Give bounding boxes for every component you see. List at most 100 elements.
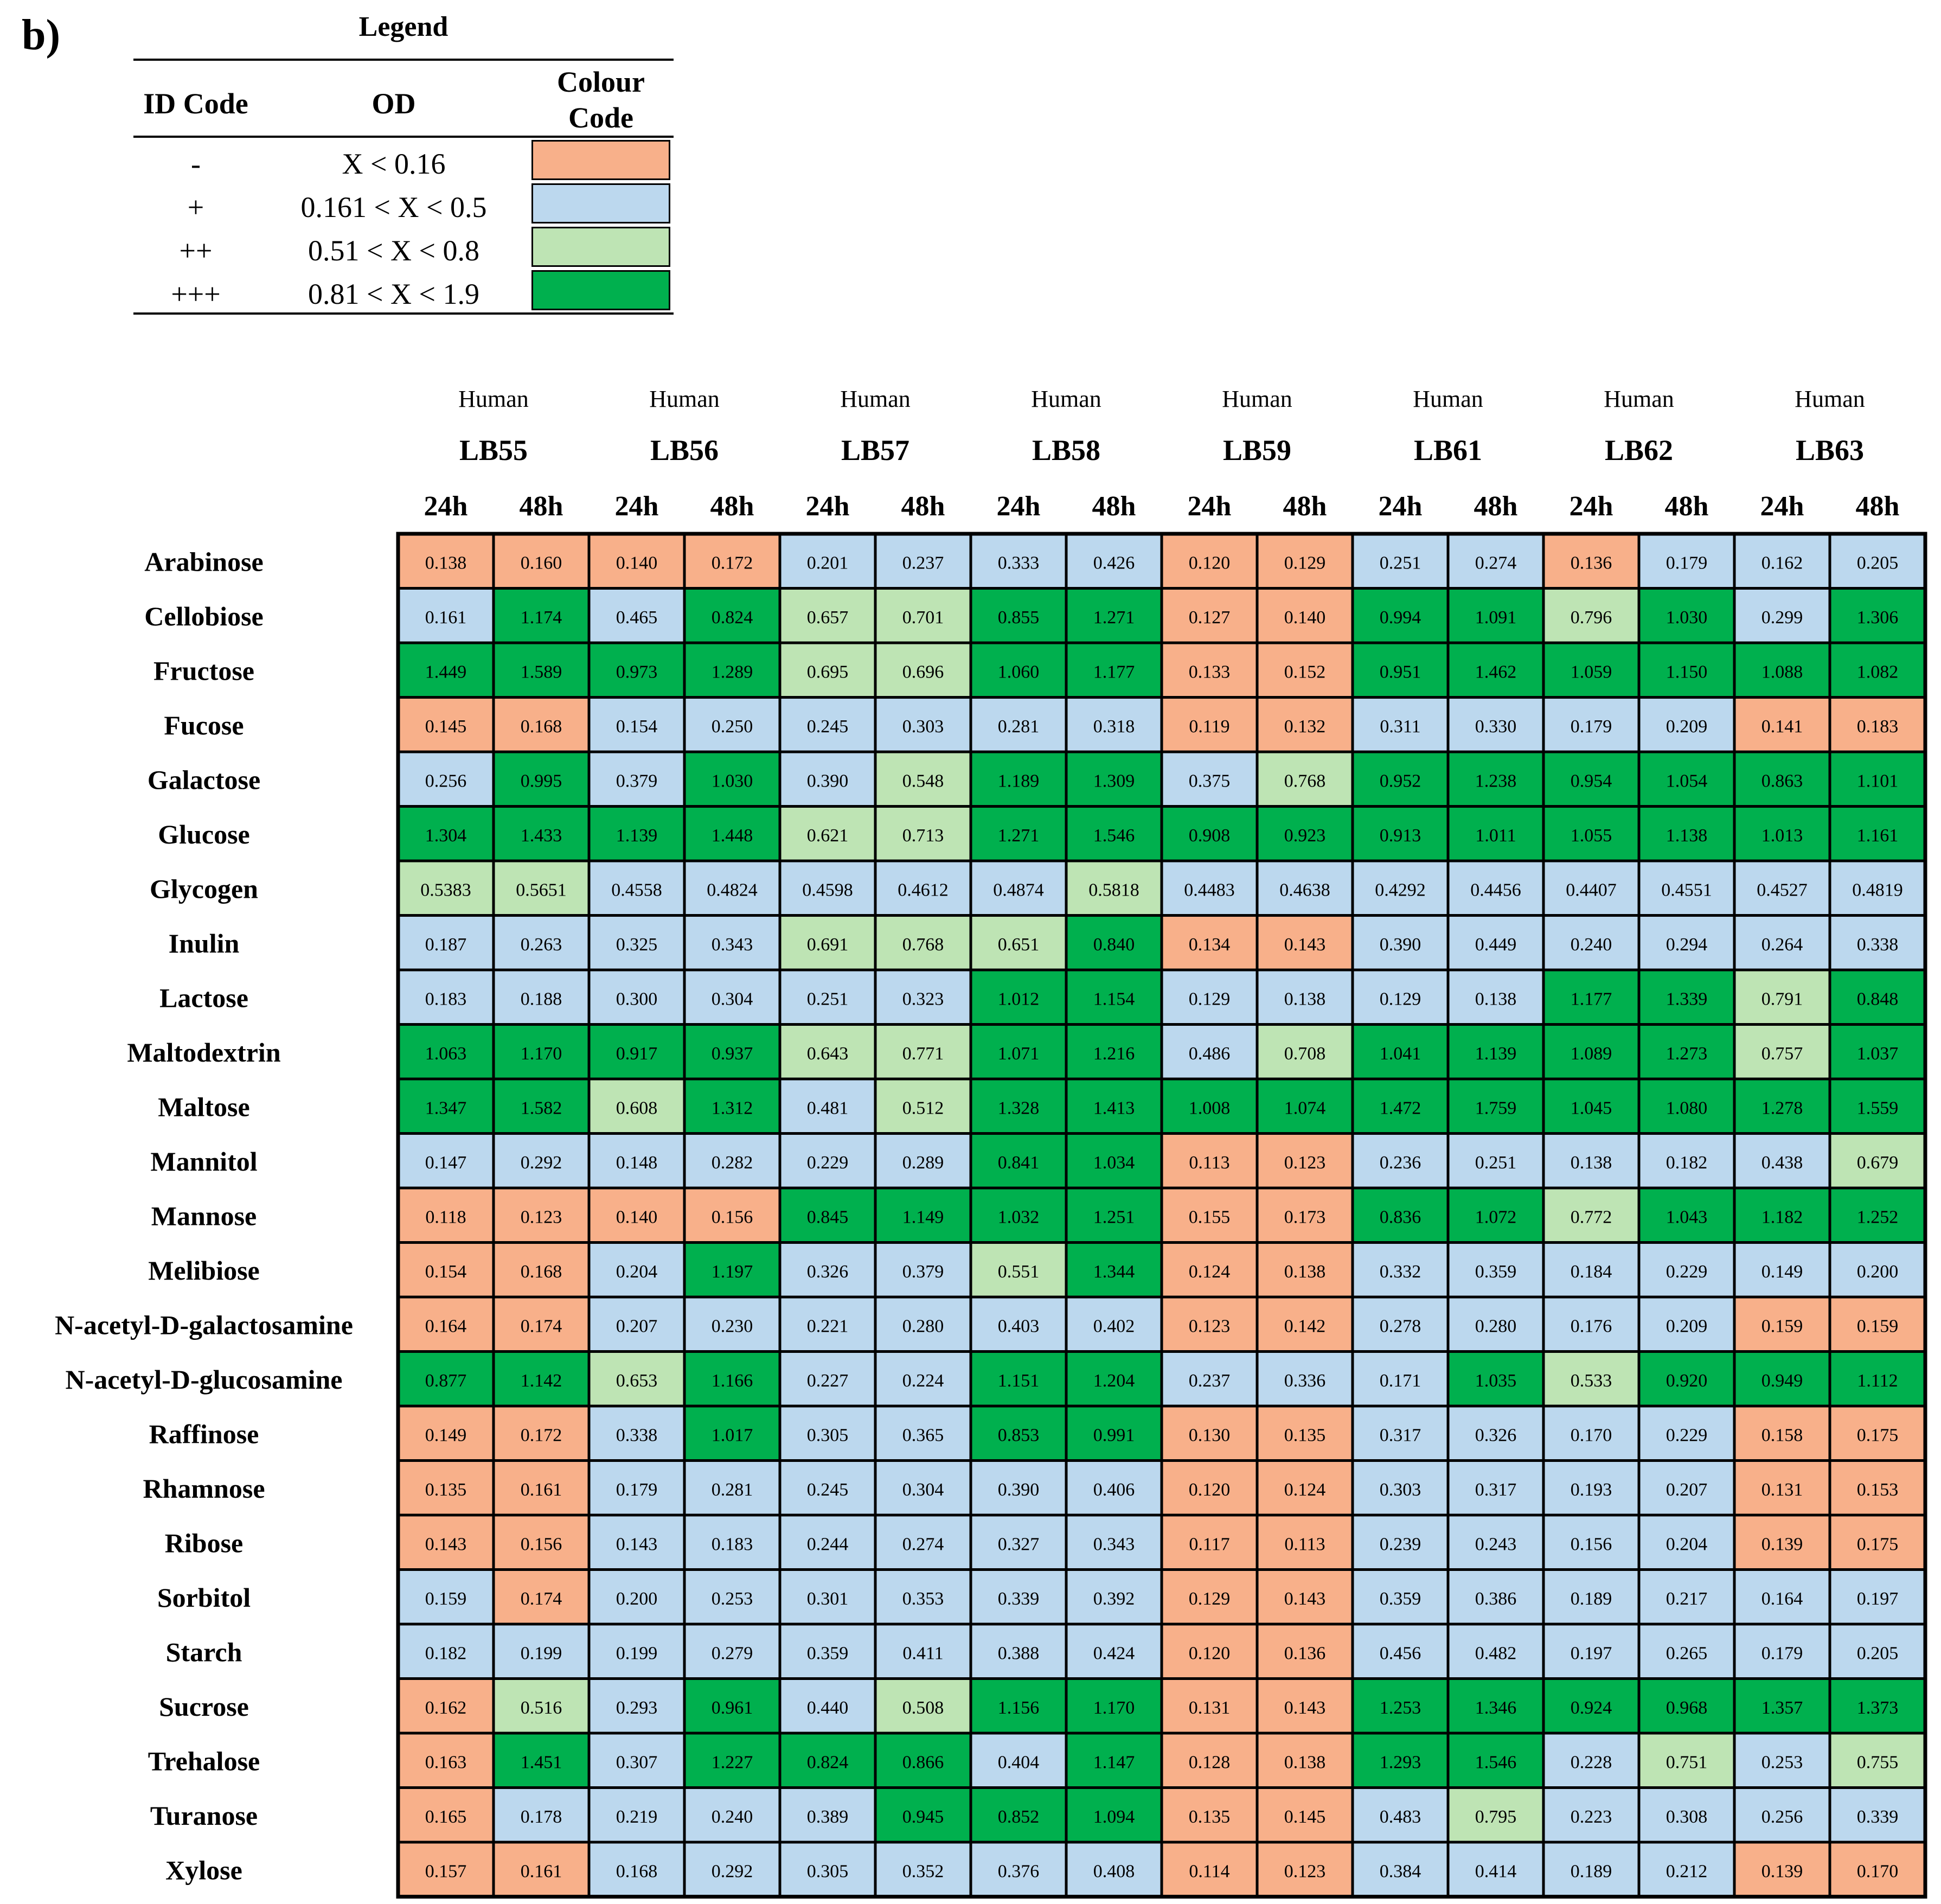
cell-value: 1.462 — [1475, 662, 1517, 682]
heatmap-cell — [587, 1513, 686, 1571]
heatmap-cell — [969, 968, 1068, 1026]
carbohydrate-label: Sorbitol — [157, 1582, 251, 1613]
cell-value: 0.841 — [998, 1153, 1040, 1173]
strain-origin-label: Human — [1031, 386, 1101, 412]
heatmap-cell — [1351, 532, 1450, 590]
cell-value: 1.041 — [1380, 1044, 1421, 1064]
cell-value: 0.866 — [902, 1752, 944, 1772]
cell-value: 0.229 — [1666, 1425, 1708, 1445]
cell-value: 0.679 — [1857, 1153, 1899, 1173]
heatmap-cell — [683, 532, 781, 590]
cell-value: 1.449 — [425, 662, 467, 682]
strain-origin-label: Human — [1222, 386, 1292, 412]
cell-value: 0.168 — [521, 1262, 562, 1282]
cell-value: 0.156 — [712, 1207, 753, 1227]
heatmap-cell — [587, 1568, 686, 1626]
cell-value: 1.101 — [1857, 771, 1899, 791]
cell-value: 0.352 — [902, 1861, 944, 1881]
cell-value: 0.251 — [1475, 1153, 1517, 1173]
heatmap-cell — [1542, 1295, 1641, 1353]
heatmap-cell — [874, 1241, 972, 1299]
timepoint-label: 24h — [424, 491, 468, 522]
timepoint-label: 48h — [901, 491, 945, 522]
heatmap-cell — [778, 1732, 877, 1789]
cell-value: 1.054 — [1666, 771, 1708, 791]
cell-value: 0.548 — [902, 771, 944, 791]
cell-value: 0.179 — [1571, 717, 1612, 737]
heatmap-cell — [396, 641, 495, 699]
timepoint-label: 24h — [1188, 491, 1232, 522]
strain-origin-label: Human — [1413, 386, 1483, 412]
heatmap-cell — [396, 1077, 495, 1135]
legend-row-range: X < 0.16 — [342, 148, 446, 180]
cell-value: 0.4527 — [1757, 880, 1808, 900]
cell-value: 0.162 — [1761, 553, 1803, 573]
heatmap-cell — [1446, 1077, 1545, 1135]
heatmap-cell — [683, 1459, 781, 1517]
cell-value: 0.159 — [1761, 1316, 1803, 1336]
heatmap-cell — [969, 696, 1068, 753]
cell-value: 0.863 — [1761, 771, 1803, 791]
cell-value: 0.188 — [521, 989, 562, 1009]
heatmap-cell — [1733, 1023, 1831, 1081]
cell-value: 0.124 — [1284, 1480, 1326, 1500]
heatmap-cell — [1542, 1186, 1641, 1244]
cell-value: 0.175 — [1857, 1425, 1899, 1445]
cell-value: 0.301 — [807, 1589, 849, 1609]
cell-value: 0.145 — [425, 717, 467, 737]
cell-value: 0.512 — [902, 1098, 944, 1118]
heatmap-cell — [1542, 1459, 1641, 1517]
cell-value: 0.771 — [902, 1044, 944, 1064]
cell-value: 0.174 — [521, 1316, 562, 1336]
panel-label: b) — [22, 11, 61, 59]
heatmap-cell — [683, 968, 781, 1026]
cell-value: 0.135 — [425, 1480, 467, 1500]
cell-value: 0.149 — [425, 1425, 467, 1445]
heatmap-cell — [1446, 1841, 1545, 1898]
heatmap-cell — [778, 1677, 877, 1735]
cell-value: 0.991 — [1093, 1425, 1135, 1445]
cell-value: 0.4638 — [1279, 880, 1330, 900]
heatmap-cell — [1446, 1513, 1545, 1571]
cell-value: 0.755 — [1857, 1752, 1899, 1772]
heatmap-cell — [1255, 968, 1354, 1026]
strain-label: LB55 — [459, 434, 528, 467]
cell-value: 0.945 — [902, 1807, 944, 1827]
cell-value: 1.059 — [1571, 662, 1612, 682]
heatmap-cell — [492, 1186, 591, 1244]
heatmap-cell — [778, 587, 877, 644]
heatmap-cell — [1733, 1350, 1831, 1408]
heatmap-cell — [587, 1241, 686, 1299]
cell-value: 0.204 — [1666, 1534, 1708, 1554]
cell-value: 0.379 — [902, 1262, 944, 1282]
cell-value: 1.252 — [1857, 1207, 1899, 1227]
cell-value: 0.228 — [1571, 1752, 1612, 1772]
cell-value: 0.129 — [1284, 553, 1326, 573]
heatmap-cell — [1160, 1186, 1259, 1244]
heatmap-cell — [1828, 1513, 1927, 1571]
cell-value: 1.182 — [1761, 1207, 1803, 1227]
cell-value: 0.308 — [1666, 1807, 1708, 1827]
cell-value: 0.200 — [1857, 1262, 1899, 1282]
cell-value: 1.154 — [1093, 989, 1135, 1009]
carbohydrate-label: Sucrose — [159, 1691, 249, 1722]
cell-value: 0.197 — [1571, 1643, 1612, 1663]
heatmap-cell — [492, 1132, 591, 1190]
cell-value: 0.920 — [1666, 1371, 1708, 1391]
strain-origin-label: Human — [1795, 386, 1865, 412]
heatmap-cell — [874, 1841, 972, 1898]
cell-value: 0.852 — [998, 1807, 1040, 1827]
heatmap-cell — [396, 1732, 495, 1789]
cell-value: 1.063 — [425, 1044, 467, 1064]
carbohydrate-label: Xylose — [165, 1855, 242, 1885]
heatmap-cell — [969, 750, 1068, 808]
cell-value: 0.5383 — [420, 880, 471, 900]
cell-value: 0.390 — [1380, 935, 1421, 955]
heatmap-cell — [396, 1513, 495, 1571]
heatmap-cell — [683, 914, 781, 972]
heatmap-cell — [683, 1568, 781, 1626]
cell-value: 1.151 — [998, 1371, 1040, 1391]
cell-value: 0.237 — [902, 553, 944, 573]
cell-value: 1.293 — [1380, 1752, 1421, 1772]
heatmap-cell — [778, 1077, 877, 1135]
